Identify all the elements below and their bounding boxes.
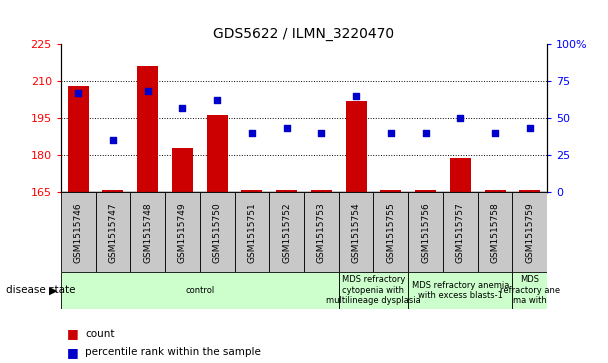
Point — [317, 130, 326, 136]
Bar — [304, 192, 339, 272]
Bar — [519, 190, 541, 192]
Bar — [276, 190, 297, 192]
Bar — [415, 190, 436, 192]
Bar — [61, 272, 339, 309]
Text: disease state: disease state — [6, 285, 75, 295]
Bar — [269, 192, 304, 272]
Text: GSM1515756: GSM1515756 — [421, 202, 430, 263]
Text: GSM1515759: GSM1515759 — [525, 202, 534, 263]
Point — [212, 97, 222, 103]
Text: GSM1515754: GSM1515754 — [351, 202, 361, 263]
Text: control: control — [185, 286, 215, 295]
Bar — [373, 192, 408, 272]
Text: GSM1515757: GSM1515757 — [456, 202, 465, 263]
Text: ▶: ▶ — [49, 285, 57, 295]
Point — [282, 126, 291, 131]
Bar — [408, 192, 443, 272]
Bar — [61, 192, 95, 272]
Bar — [381, 190, 401, 192]
Bar — [339, 192, 373, 272]
Text: GSM1515748: GSM1515748 — [143, 202, 152, 263]
Bar — [450, 158, 471, 192]
Bar — [235, 192, 269, 272]
Bar — [165, 192, 200, 272]
Bar — [311, 190, 332, 192]
Point — [143, 88, 153, 94]
Point — [525, 126, 534, 131]
Text: GSM1515753: GSM1515753 — [317, 202, 326, 263]
Text: ■: ■ — [67, 346, 78, 359]
Point — [386, 130, 396, 136]
Text: MDS
refractory ane
ma with: MDS refractory ane ma with — [500, 276, 560, 305]
Bar — [67, 86, 89, 192]
Bar — [408, 272, 513, 309]
Point — [490, 130, 500, 136]
Bar — [339, 272, 408, 309]
Text: GSM1515752: GSM1515752 — [282, 202, 291, 263]
Bar — [103, 190, 123, 192]
Bar — [241, 190, 262, 192]
Text: count: count — [85, 329, 115, 339]
Bar — [485, 190, 505, 192]
Bar — [137, 66, 158, 192]
Text: percentile rank within the sample: percentile rank within the sample — [85, 347, 261, 357]
Bar — [346, 101, 367, 192]
Bar — [207, 115, 227, 192]
Point — [421, 130, 430, 136]
Text: GSM1515750: GSM1515750 — [213, 202, 222, 263]
Text: GSM1515746: GSM1515746 — [74, 202, 83, 263]
Bar — [95, 192, 130, 272]
Bar — [172, 148, 193, 192]
Point — [455, 115, 465, 121]
Point — [178, 105, 187, 110]
Title: GDS5622 / ILMN_3220470: GDS5622 / ILMN_3220470 — [213, 27, 395, 41]
Text: GSM1515747: GSM1515747 — [108, 202, 117, 263]
Text: GSM1515749: GSM1515749 — [178, 202, 187, 263]
Bar — [443, 192, 478, 272]
Text: ■: ■ — [67, 327, 78, 340]
Bar — [478, 192, 513, 272]
Point — [351, 93, 361, 98]
Point — [74, 90, 83, 95]
Text: MDS refractory anemia
with excess blasts-1: MDS refractory anemia with excess blasts… — [412, 281, 509, 300]
Text: GSM1515755: GSM1515755 — [386, 202, 395, 263]
Point — [108, 137, 118, 143]
Bar — [130, 192, 165, 272]
Bar — [513, 192, 547, 272]
Bar — [200, 192, 235, 272]
Bar — [513, 272, 547, 309]
Text: MDS refractory
cytopenia with
multilineage dysplasia: MDS refractory cytopenia with multilinea… — [326, 276, 421, 305]
Text: GSM1515751: GSM1515751 — [247, 202, 257, 263]
Text: GSM1515758: GSM1515758 — [491, 202, 500, 263]
Point — [247, 130, 257, 136]
